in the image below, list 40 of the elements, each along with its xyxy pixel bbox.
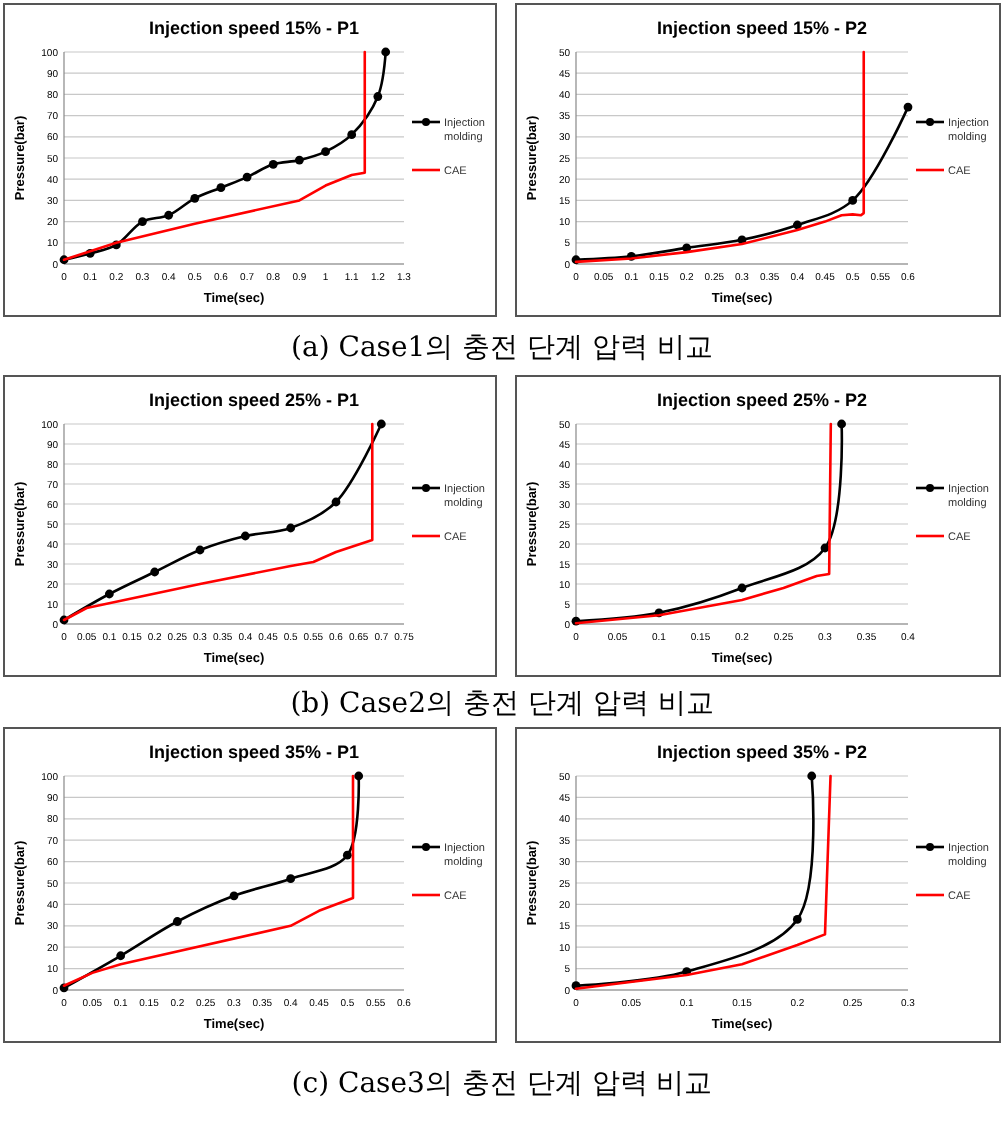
- text: (b) Case2의 충전 단계 압력 비교: [290, 688, 714, 720]
- point: [792, 220, 802, 230]
- point: [321, 147, 330, 157]
- point: [104, 589, 114, 599]
- point: [381, 47, 391, 57]
- point: [792, 914, 802, 924]
- point: [903, 102, 913, 112]
- chart-title: Injection speed 25% - P2: [656, 390, 868, 410]
- point: [347, 130, 357, 140]
- point: [216, 183, 226, 193]
- point: [172, 917, 182, 926]
- point: [268, 159, 278, 169]
- chart-title: Injection speed 35% - P1: [148, 742, 360, 762]
- point: [116, 951, 126, 961]
- point: [190, 193, 200, 203]
- point: [240, 531, 250, 541]
- point: [195, 545, 205, 555]
- point: [242, 172, 252, 182]
- point: [354, 771, 364, 781]
- point: [376, 419, 386, 429]
- chart-title: Injection speed 35% - P2: [656, 742, 868, 762]
- point: [837, 419, 846, 429]
- text: (c) Case3의 충전 단계 압력 비교: [291, 1068, 713, 1100]
- text: (a) Case1의 충전 단계 압력 비교: [291, 332, 713, 364]
- chart-title: Injection speed 15% - P1: [148, 18, 360, 38]
- chart-title: Injection speed 25% - P1: [148, 390, 360, 410]
- point: [737, 583, 747, 593]
- point: [229, 891, 239, 901]
- point: [138, 217, 147, 226]
- point: [342, 850, 352, 860]
- point: [848, 196, 858, 205]
- point: [150, 567, 160, 577]
- point: [286, 874, 296, 884]
- chart-title: Injection speed 15% - P2: [656, 18, 868, 38]
- point: [286, 523, 296, 533]
- point: [164, 210, 174, 220]
- point: [373, 92, 383, 101]
- point: [294, 155, 304, 165]
- point: [331, 497, 341, 507]
- point: [807, 771, 817, 781]
